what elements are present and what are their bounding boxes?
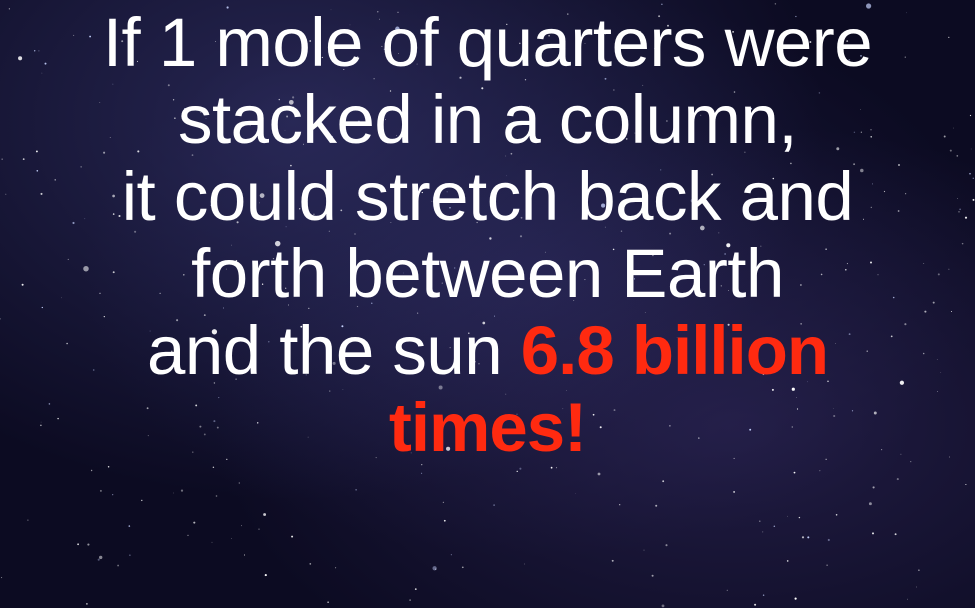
text-line-3: it could stretch back and	[121, 158, 854, 235]
slide-text: If 1 mole of quarters were stacked in a …	[0, 4, 975, 466]
text-line-2: stacked in a column,	[178, 81, 798, 158]
text-line-1: If 1 mole of quarters were	[102, 4, 873, 81]
text-line-5: and the sun 6.8 billion	[0, 312, 975, 389]
text-line-4: forth between Earth	[191, 235, 784, 312]
highlight-number: 6.8 billion	[520, 312, 829, 389]
highlight-times: times!	[388, 389, 587, 466]
text-line-5-prefix: and the sun	[146, 312, 521, 389]
